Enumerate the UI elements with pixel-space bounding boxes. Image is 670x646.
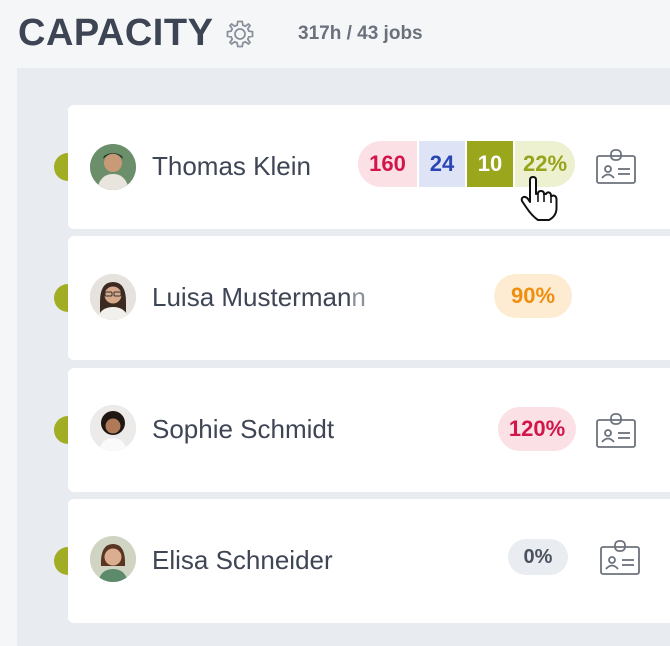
id-card-icon[interactable] [594, 411, 638, 451]
avatar [90, 405, 136, 451]
capacity-percent-badge[interactable]: 0% [508, 539, 568, 575]
page-title: CAPACITY [18, 12, 214, 54]
person-row-sophie-schmidt[interactable]: Sophie Schmidt 120% [68, 368, 670, 492]
capacity-segment-olive[interactable]: 10 [467, 141, 513, 187]
avatar [90, 536, 136, 582]
gear-icon[interactable] [224, 18, 256, 50]
person-name: Sophie Schmidt [152, 414, 335, 444]
avatar [90, 274, 136, 320]
capacity-segment-red[interactable]: 160 [358, 141, 417, 187]
person-name: Elisa Schneider [152, 545, 333, 575]
capacity-summary: 317h / 43 jobs [298, 23, 423, 44]
hand-cursor-icon [520, 176, 558, 221]
capacity-segment-blue[interactable]: 24 [419, 141, 465, 187]
avatar [90, 144, 136, 190]
person-row-luisa-mustermann[interactable]: Luisa Mustermann 90% [68, 236, 670, 360]
person-name: Luisa Mustermann [152, 282, 366, 312]
capacity-percent-badge[interactable]: 90% [494, 274, 572, 318]
person-row-elisa-schneider[interactable]: Elisa Schneider 0% [68, 499, 670, 623]
id-card-icon[interactable] [594, 147, 638, 187]
id-card-icon[interactable] [598, 538, 642, 578]
person-name: Thomas Klein [152, 151, 311, 181]
capacity-segment-percent[interactable]: 22% [515, 141, 575, 187]
capacity-breakdown[interactable]: 160 24 10 22% [358, 141, 575, 187]
person-row-thomas-klein[interactable]: Thomas Klein 160 24 10 22% [68, 105, 670, 229]
capacity-percent-badge[interactable]: 120% [498, 407, 576, 451]
header: CAPACITY 317h / 43 jobs [0, 0, 670, 68]
